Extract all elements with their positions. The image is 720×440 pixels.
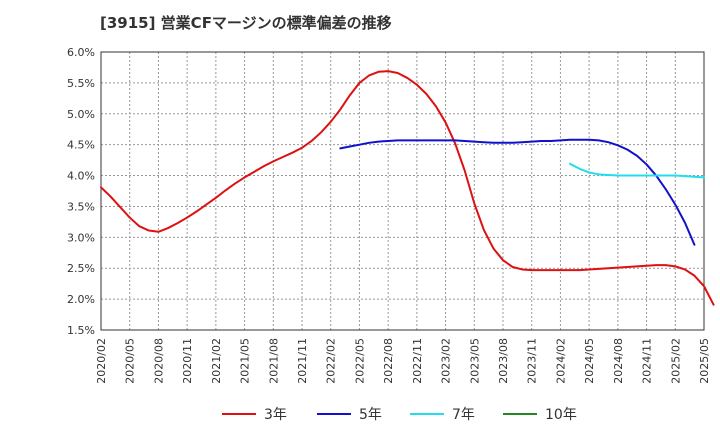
plot-area — [101, 52, 704, 330]
x-tick-label: 2024/05 — [583, 338, 596, 384]
x-tick-label: 2022/11 — [411, 338, 424, 384]
x-tick-label: 2020/02 — [95, 338, 108, 384]
y-tick-label: 2.5% — [67, 262, 95, 275]
y-tick-label: 5.5% — [67, 77, 95, 90]
x-tick-label: 2022/08 — [382, 338, 395, 384]
y-tick-label: 4.5% — [67, 139, 95, 152]
grid — [101, 52, 704, 330]
x-tick-label: 2025/02 — [669, 338, 682, 384]
legend-label: 5年 — [359, 407, 382, 423]
series-group — [100, 70, 715, 306]
x-tick-label: 2020/05 — [124, 338, 137, 384]
x-tick-label: 2023/08 — [497, 338, 510, 384]
x-tick-label: 2021/02 — [210, 338, 223, 384]
series-line — [339, 138, 696, 246]
y-axis: 1.5% 2.0% 2.5% 3.0% 3.5% 4.0% 4.5% 5.0% 5.5% 6.0% — [67, 46, 95, 337]
plot-border — [100, 51, 705, 331]
x-tick-label: 2021/11 — [296, 338, 309, 384]
x-tick-label: 2023/05 — [468, 338, 481, 384]
y-tick-label: 3.0% — [67, 231, 95, 244]
legend-label: 10年 — [545, 407, 577, 423]
x-tick-label: 2021/05 — [239, 338, 252, 384]
series-line — [569, 162, 705, 179]
x-tick-label: 2024/11 — [641, 338, 654, 384]
x-tick-label: 2024/02 — [554, 338, 567, 384]
x-tick-label: 2024/08 — [612, 338, 625, 384]
x-tick-label: 2025/05 — [698, 338, 711, 384]
legend-label: 3年 — [264, 407, 287, 423]
series-line — [100, 70, 715, 306]
y-tick-label: 3.5% — [67, 200, 95, 213]
x-tick-label: 2021/08 — [267, 338, 280, 384]
x-tick-label: 2020/08 — [152, 338, 165, 384]
x-tick-label: 2023/02 — [440, 338, 453, 384]
y-tick-label: 5.0% — [67, 108, 95, 121]
y-tick-label: 4.0% — [67, 170, 95, 183]
x-tick-label: 2022/02 — [325, 338, 338, 384]
y-tick-label: 2.0% — [67, 293, 95, 306]
x-tick-label: 2022/05 — [353, 338, 366, 384]
legend-label: 7年 — [452, 407, 475, 423]
x-tick-label: 2023/11 — [526, 338, 539, 384]
y-tick-label: 6.0% — [67, 46, 95, 59]
x-tick-label: 2020/11 — [181, 338, 194, 384]
x-axis: 2020/02 2020/05 2020/08 2020/11 2021/02 2021/… — [95, 338, 711, 384]
legend: 3年 5年 7年 10年 — [222, 407, 577, 423]
chart-title: [3915] 営業CFマージンの標準偏差の推移 — [100, 14, 392, 32]
y-tick-label: 1.5% — [67, 324, 95, 337]
